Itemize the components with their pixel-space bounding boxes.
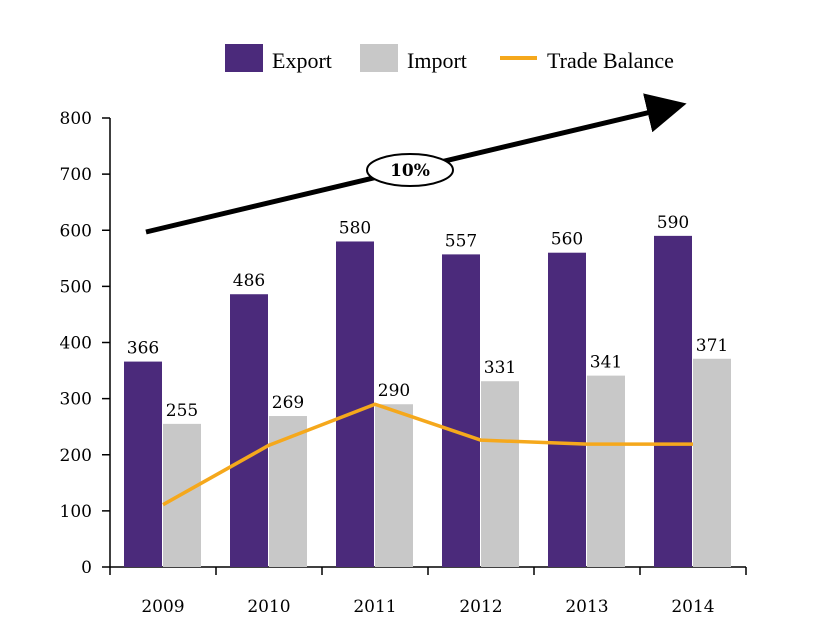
import-bar-2014 — [693, 358, 731, 567]
legend-label-export: Export — [272, 48, 332, 73]
import-value-label-2009: 255 — [166, 401, 198, 421]
import-value-label-2013: 341 — [590, 353, 622, 373]
import-bar-2013 — [587, 375, 625, 567]
import-value-label-2011: 290 — [378, 381, 410, 401]
y-tick-label: 300 — [60, 390, 92, 410]
growth-annotation: 10% — [145, 93, 687, 235]
import-bar-2012 — [481, 381, 519, 567]
x-axis-ticks: 2009 2010 2011 2012 2013 2014 — [109, 567, 747, 617]
x-tick-label: 2014 — [671, 597, 714, 617]
export-value-label-2011: 580 — [339, 218, 371, 238]
export-bar-2014 — [654, 235, 692, 568]
x-tick-label: 2013 — [565, 597, 608, 617]
x-tick-label: 2011 — [353, 597, 396, 617]
export-bar-2011 — [336, 241, 374, 567]
y-tick-label: 700 — [60, 165, 92, 185]
x-tick-label: 2012 — [459, 597, 502, 617]
import-value-label-2012: 331 — [484, 358, 516, 378]
legend-swatch-import — [360, 44, 398, 72]
export-value-label-2014: 590 — [657, 213, 689, 233]
export-bar-2009 — [124, 361, 162, 567]
y-tick-label: 200 — [60, 446, 92, 466]
y-tick-label: 0 — [81, 558, 92, 578]
legend: Export Import Trade Balance — [225, 44, 674, 73]
y-tick-label: 100 — [60, 502, 92, 522]
y-tick-label: 600 — [60, 221, 92, 241]
export-bar-2012 — [442, 254, 480, 568]
trade-balance-line — [162, 402, 693, 507]
export-value-label-2013: 560 — [551, 230, 583, 250]
legend-label-trade-balance: Trade Balance — [547, 48, 674, 73]
y-tick-label: 400 — [60, 334, 92, 354]
export-bar-2010 — [230, 294, 268, 567]
legend-swatch-export — [225, 44, 263, 72]
export-value-label-2010: 486 — [233, 271, 265, 291]
import-value-label-2014: 371 — [696, 336, 728, 356]
trade-balance-line-layer — [162, 402, 693, 507]
export-value-label-2012: 557 — [445, 231, 477, 251]
y-tick-label: 800 — [60, 109, 92, 129]
import-value-label-2010: 269 — [272, 393, 304, 413]
legend-label-import: Import — [407, 48, 467, 73]
y-axis-ticks: 0 100 200 300 400 500 600 700 800 — [60, 109, 110, 578]
import-bar-2011 — [375, 404, 413, 567]
y-tick-label: 500 — [60, 277, 92, 297]
export-value-label-2009: 366 — [127, 339, 159, 359]
export-bar-2013 — [548, 252, 586, 567]
bar-labels: 366 486 580 557 560 590 255 269 290 331 341 371 — [127, 213, 728, 421]
growth-badge — [366, 153, 454, 187]
x-tick-label: 2009 — [141, 597, 184, 617]
growth-label: 10% — [390, 161, 430, 181]
x-tick-label: 2010 — [247, 597, 290, 617]
bars — [124, 235, 731, 568]
